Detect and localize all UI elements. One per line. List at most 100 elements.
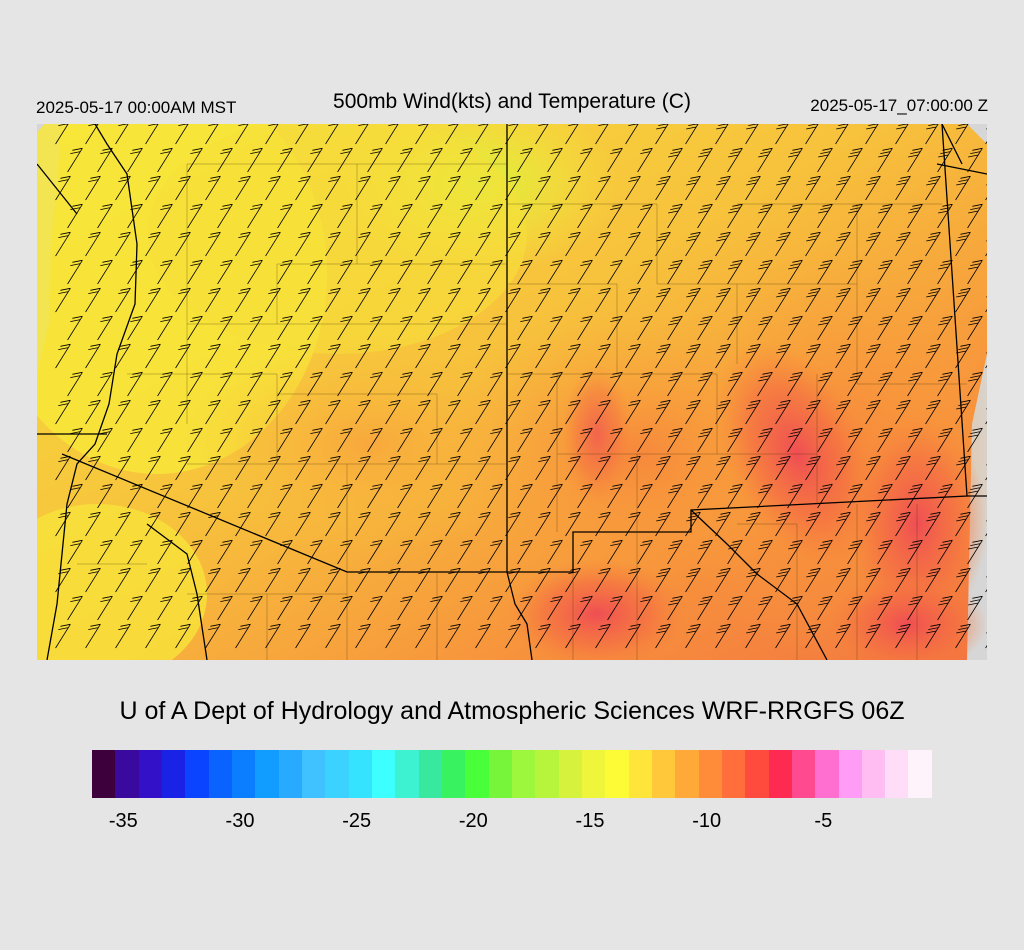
wind-barb [757, 483, 773, 509]
wind-barb [565, 399, 581, 425]
wind-barb [805, 511, 821, 537]
wind-barb [445, 343, 461, 369]
wind-barb [775, 567, 791, 593]
wind-barb [337, 315, 353, 341]
wind-barb [277, 259, 293, 285]
wind-barb [295, 124, 309, 145]
wind-barb [295, 511, 311, 537]
wind-barb [655, 623, 671, 649]
colorbar-label: -15 [575, 810, 605, 832]
wind-barb [697, 259, 713, 285]
wind-barb [427, 371, 443, 397]
wind-barb [745, 287, 761, 313]
wind-barb [565, 231, 581, 257]
wind-barb [247, 147, 263, 173]
wind-barb [127, 203, 143, 229]
wind-barb [577, 203, 593, 229]
wind-barb [505, 399, 521, 425]
wind-barb [97, 539, 113, 565]
wind-barb [667, 315, 683, 341]
wind-barb [295, 175, 311, 201]
wind-barb [625, 231, 641, 257]
wind-barb [397, 147, 413, 173]
wind-barb [67, 147, 83, 173]
colorbar-cell [768, 750, 792, 798]
wind-barb [565, 567, 581, 593]
wind-barb [925, 623, 941, 649]
colorbar-cell [511, 750, 536, 798]
wind-barb [55, 455, 71, 481]
wind-barb [205, 124, 219, 145]
wind-barb [697, 203, 713, 229]
wind-barb [595, 231, 611, 257]
wind-barb [865, 567, 881, 593]
wind-barb [217, 427, 233, 453]
wind-barb [385, 399, 401, 425]
wind-barb [55, 567, 71, 593]
wind-barb [487, 371, 503, 397]
wind-barb [745, 511, 761, 537]
wind-barb [187, 427, 203, 453]
colorbar-cell [92, 750, 116, 798]
wind-barb [355, 175, 371, 201]
map-title: 500mb Wind(kts) and Temperature (C) [333, 90, 691, 113]
wind-barb [235, 343, 251, 369]
wind-barb [787, 147, 803, 173]
wind-barb [547, 539, 563, 565]
wind-barb [535, 175, 551, 201]
wind-barb [445, 623, 461, 649]
wind-barb [55, 399, 71, 425]
wind-barb [55, 175, 71, 201]
wind-barb [865, 124, 879, 145]
wind-barb [625, 623, 641, 649]
wind-barb [505, 455, 521, 481]
wind-barb [337, 427, 353, 453]
wind-barb [607, 147, 623, 173]
wind-barb [817, 595, 833, 621]
wind-barb [277, 315, 293, 341]
wind-barb [145, 287, 161, 313]
colorbar-cell [418, 750, 442, 798]
wind-barb [277, 427, 293, 453]
wind-barb [907, 427, 923, 453]
colorbar-cell [348, 750, 372, 798]
wind-barb [505, 124, 519, 145]
wind-barb [367, 203, 383, 229]
wind-barb [715, 124, 729, 145]
colorbar-label: -10 [692, 810, 722, 832]
wind-barb [457, 203, 473, 229]
wind-barb [97, 371, 113, 397]
wind-barb [145, 511, 161, 537]
wind-barb [625, 287, 641, 313]
wind-barb [265, 175, 281, 201]
wind-barb [205, 455, 221, 481]
wind-barb [157, 259, 173, 285]
wind-barb [565, 455, 581, 481]
wind-barb [487, 315, 503, 341]
wind-barb [535, 511, 551, 537]
wind-barb [607, 259, 623, 285]
wind-barb [187, 147, 203, 173]
wind-barb [175, 175, 191, 201]
wind-barb [637, 483, 653, 509]
wind-barb [565, 623, 581, 649]
wind-barb [835, 567, 851, 593]
wind-barb [295, 343, 311, 369]
wind-barb [307, 203, 323, 229]
wind-barb [775, 231, 791, 257]
wind-barb [127, 259, 143, 285]
wind-barb [607, 315, 623, 341]
wind-barb [325, 124, 339, 145]
wind-barb [607, 427, 623, 453]
wind-barb [487, 147, 503, 173]
wind-barb [175, 455, 191, 481]
wind-barb [715, 231, 731, 257]
wind-barb [277, 595, 293, 621]
wind-barb [187, 483, 203, 509]
wind-barb [127, 315, 143, 341]
wind-barb [85, 175, 101, 201]
wind-barb [115, 511, 131, 537]
wind-barb [757, 147, 773, 173]
colorbar-cell [465, 750, 489, 798]
wind-barb [457, 595, 473, 621]
